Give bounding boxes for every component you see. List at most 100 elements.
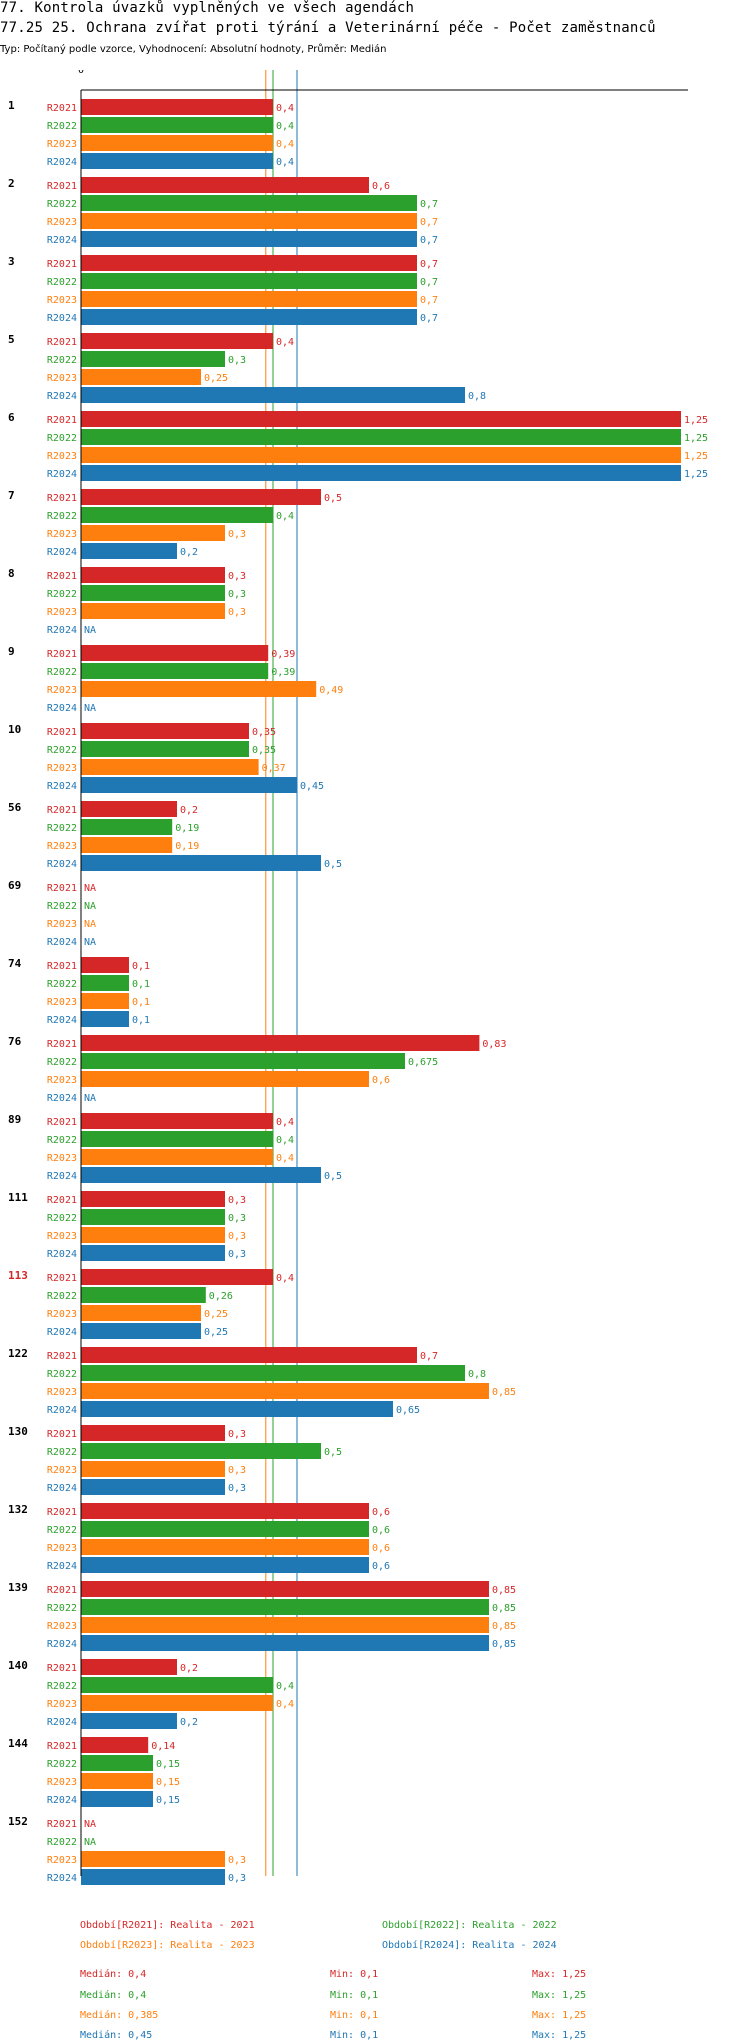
value-label: 0,4: [276, 1273, 294, 1284]
group-label: 140: [8, 1659, 28, 1672]
bar: [81, 1167, 321, 1183]
value-label: 0,6: [372, 1507, 390, 1518]
series-label: R2023: [47, 1855, 77, 1866]
bar: [81, 1053, 405, 1069]
bar: [81, 1581, 489, 1597]
value-label: 0,5: [324, 1447, 342, 1458]
series-label: R2024: [47, 703, 77, 714]
legend-item-r2024: Období[R2024]: Realita - 2024: [382, 1940, 557, 1951]
value-label: 0,5: [324, 859, 342, 870]
bar: [81, 153, 273, 169]
value-label: 0,4: [276, 1153, 294, 1164]
bar: [81, 801, 177, 817]
series-label: R2021: [47, 1741, 77, 1752]
series-label: R2022: [47, 745, 77, 756]
series-label: R2021: [47, 1117, 77, 1128]
bar: [81, 507, 273, 523]
value-label: 0,8: [468, 1369, 486, 1380]
bar: [81, 1521, 369, 1537]
value-label: 0,25: [204, 1327, 228, 1338]
value-label: NA: [84, 1093, 96, 1104]
value-label: 0,39: [271, 649, 295, 660]
bar: [81, 177, 369, 193]
value-label: 0,3: [228, 1195, 246, 1206]
series-label: R2021: [47, 1507, 77, 1518]
value-label: 0,85: [492, 1387, 516, 1398]
bar: [81, 489, 321, 505]
value-label: 0,2: [180, 1663, 198, 1674]
bar: [81, 1383, 489, 1399]
bar: [81, 1011, 129, 1027]
group-label: 132: [8, 1503, 28, 1516]
series-label: R2022: [47, 433, 77, 444]
bar: [81, 1503, 369, 1519]
value-label: 0,7: [420, 199, 438, 210]
series-label: R2024: [47, 391, 77, 402]
bar: [81, 1149, 273, 1165]
series-label: R2022: [47, 589, 77, 600]
value-label: 0,2: [180, 805, 198, 816]
series-label: R2021: [47, 337, 77, 348]
value-label: 0,85: [492, 1639, 516, 1650]
value-label: 0,25: [204, 1309, 228, 1320]
value-label: 1,25: [684, 451, 708, 462]
series-label: R2021: [47, 1663, 77, 1674]
bar: [81, 447, 681, 463]
bar: [81, 1191, 225, 1207]
series-label: R2021: [47, 961, 77, 972]
value-label: 0,4: [276, 157, 294, 168]
bar: [81, 1695, 273, 1711]
value-label: 0,4: [276, 1681, 294, 1692]
bar: [81, 975, 129, 991]
bar: [81, 1773, 153, 1789]
group-label: 152: [8, 1815, 28, 1828]
group-label: 5: [8, 333, 15, 346]
chart-subtitle-metric: 77.25 25. Ochrana zvířat proti týrání a …: [0, 20, 656, 36]
series-label: R2023: [47, 919, 77, 930]
series-label: R2021: [47, 259, 77, 270]
value-label: 0,7: [420, 235, 438, 246]
value-label: NA: [84, 937, 96, 948]
series-label: R2022: [47, 1369, 77, 1380]
series-label: R2023: [47, 1543, 77, 1554]
value-label: 0,3: [228, 1873, 246, 1884]
bar: [81, 1347, 417, 1363]
bar: [81, 543, 177, 559]
value-label: NA: [84, 703, 96, 714]
value-label: 0,7: [420, 259, 438, 270]
bar: [81, 1209, 225, 1225]
value-label: 0,8: [468, 391, 486, 402]
bar: [81, 1617, 489, 1633]
bar: [81, 1755, 153, 1771]
value-label: 0,6: [372, 181, 390, 192]
bar: [81, 309, 417, 325]
stat-median-r2021: Medián: 0,4: [80, 1969, 147, 1980]
series-label: R2021: [47, 415, 77, 426]
bar: [81, 993, 129, 1009]
series-label: R2024: [47, 937, 77, 948]
series-label: R2021: [47, 883, 77, 894]
series-label: R2024: [47, 625, 77, 636]
bar: [81, 855, 321, 871]
bar: [81, 1635, 489, 1651]
bar: [81, 1713, 177, 1729]
value-label: 0,6: [372, 1525, 390, 1536]
group-label: 2: [8, 177, 15, 190]
bar: [81, 681, 317, 697]
value-label: 0,6: [372, 1561, 390, 1572]
series-label: R2021: [47, 181, 77, 192]
group-label: 76: [8, 1035, 22, 1048]
series-label: R2024: [47, 859, 77, 870]
bar: [81, 1479, 225, 1495]
value-label: NA: [84, 883, 96, 894]
bar: [81, 351, 225, 367]
series-label: R2023: [47, 1621, 77, 1632]
value-label: NA: [84, 625, 96, 636]
series-label: R2021: [47, 727, 77, 738]
value-label: 0,3: [228, 355, 246, 366]
bar: [81, 195, 417, 211]
value-label: 0,7: [420, 295, 438, 306]
series-label: R2024: [47, 313, 77, 324]
value-label: 0,25: [204, 373, 228, 384]
bar: [81, 525, 225, 541]
